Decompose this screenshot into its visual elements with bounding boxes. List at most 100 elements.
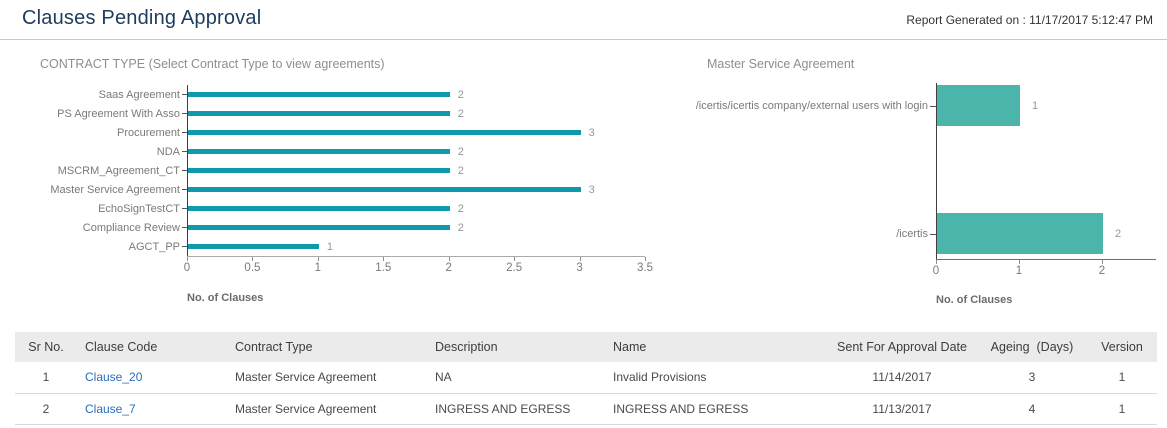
category-label: MSCRM_Agreement_CT <box>57 164 180 177</box>
table-cell: 1 <box>1087 393 1157 425</box>
msa-bar[interactable] <box>937 85 1020 126</box>
contract-type-bar[interactable] <box>188 168 450 173</box>
column-header: Description <box>427 332 605 362</box>
table-cell: Master Service Agreement <box>227 393 427 425</box>
column-header: Sent For Approval Date <box>827 332 977 362</box>
category-label: /icertis <box>896 227 928 240</box>
table-cell: Invalid Provisions <box>605 362 827 394</box>
x-tick-label: 2.5 <box>506 262 523 274</box>
contract-type-bar[interactable] <box>188 92 450 97</box>
column-header: Ageing (Days) <box>977 332 1087 362</box>
table-cell: INGRESS AND EGRESS <box>427 393 605 425</box>
bar-track: 2 <box>187 85 645 104</box>
x-tick-mark <box>317 257 319 261</box>
category-tick-dash <box>930 105 936 107</box>
bar-row: MSCRM_Agreement_CT 2 <box>40 161 665 180</box>
x-tick-label: 0 <box>932 265 940 277</box>
bar-track: 2 <box>187 199 645 218</box>
x-tick-mark <box>936 260 937 264</box>
x-tick-mark <box>1102 260 1103 264</box>
bar-row: Compliance Review 2 <box>40 218 665 237</box>
bar-track: 3 <box>187 123 645 142</box>
bar-value-label: 2 <box>1115 227 1122 240</box>
category-label: Procurement <box>117 126 180 139</box>
category-label: Saas Agreement <box>98 88 180 101</box>
bar-value-label: 2 <box>457 221 464 234</box>
x-tick-mark <box>448 257 450 261</box>
table-cell: 1 <box>1087 362 1157 394</box>
bar-row: EchoSignTestCT 2 <box>40 199 665 218</box>
table-cell: 2 <box>15 393 77 425</box>
x-tick-label: 1 <box>314 262 322 274</box>
bar-row: NDA 2 <box>40 142 665 161</box>
x-tick-label: 2 <box>1098 265 1106 277</box>
bar-track: 3 <box>187 180 645 199</box>
bar-value-label: 2 <box>457 145 464 158</box>
category-label: NDA <box>156 145 180 158</box>
table-header-row: Sr No. Clause Code Contract Type Descriptio… <box>15 332 1157 362</box>
x-tick-label: 1.5 <box>375 262 392 274</box>
contract-type-x-axis: 0 0.5 1 1.5 2 2.5 3 3.5 <box>184 256 653 278</box>
contract-type-bar[interactable] <box>188 130 581 135</box>
category-tick-dash <box>182 227 187 228</box>
category-tick-dash <box>930 233 936 235</box>
msa-category-labels: /icertis/icertis company/external users … <box>696 83 936 259</box>
x-tick-label: 2 <box>445 262 452 274</box>
x-tick-mark <box>579 257 581 261</box>
bar-value-label: 3 <box>588 183 595 196</box>
table-row: 2 Clause_7 Master Service Agreement INGRESS… <box>15 393 1157 425</box>
x-tick-label: 0.5 <box>244 262 261 274</box>
column-header: Name <box>605 332 827 362</box>
column-header: Contract Type <box>227 332 427 362</box>
category-label: Compliance Review <box>82 221 180 234</box>
bar-track: 2 <box>187 218 645 237</box>
msa-chart-title: Master Service Agreement <box>707 57 855 71</box>
bar-track: 2 <box>187 104 645 123</box>
bar-row: Saas Agreement 2 <box>40 85 665 104</box>
table-cell: Clause_20 <box>77 362 227 394</box>
column-header: Clause Code <box>77 332 227 362</box>
bar-value-label: 2 <box>457 164 464 177</box>
contract-type-bar[interactable] <box>188 111 450 116</box>
category-tick-dash <box>182 189 187 190</box>
table-cell: Clause_7 <box>77 393 227 425</box>
table-cell: 1 <box>15 362 77 394</box>
clause-code-link[interactable]: Clause_7 <box>85 401 136 416</box>
table-cell: 11/14/2017 <box>827 362 977 394</box>
page-title: Clauses Pending Approval <box>22 7 262 29</box>
table-row: 1 Clause_20 Master Service Agreement NA Inva… <box>15 362 1157 394</box>
report-header: Clauses Pending Approval Report Generate… <box>0 0 1167 40</box>
msa-chart: Master Service Agreement /icertis/icerti… <box>696 57 1167 306</box>
category-label: EchoSignTestCT <box>98 202 180 215</box>
bar-track: 1 <box>187 237 645 256</box>
contract-type-bar[interactable] <box>188 244 319 249</box>
x-tick-mark <box>383 257 385 261</box>
msa-bar[interactable] <box>937 213 1103 254</box>
category-tick-dash <box>182 170 187 171</box>
table-cell: 4 <box>977 393 1087 425</box>
table-cell: NA <box>427 362 605 394</box>
column-header: Version <box>1087 332 1157 362</box>
category-label: AGCT_PP <box>128 240 180 253</box>
table-cell: 11/13/2017 <box>827 393 977 425</box>
table-cell: 3 <box>977 362 1087 394</box>
bar-value-label: 3 <box>588 126 595 139</box>
contract-type-bar[interactable] <box>188 225 450 230</box>
contract-type-chart-title: CONTRACT TYPE (Select Contract Type to v… <box>40 57 385 71</box>
contract-type-bars: Saas Agreement 2 PS Agreement With Asso 2 Pr… <box>40 85 665 256</box>
x-tick-mark <box>252 257 254 261</box>
contract-type-bar[interactable] <box>188 149 450 154</box>
category-tick-dash <box>182 208 187 209</box>
category-label: PS Agreement With Asso <box>57 107 180 120</box>
bar-track: 2 <box>187 142 645 161</box>
contract-type-bar[interactable] <box>188 206 450 211</box>
contract-type-bar[interactable] <box>188 187 581 192</box>
table-cell: INGRESS AND EGRESS <box>605 393 827 425</box>
bar-row: Master Service Agreement 3 <box>40 180 665 199</box>
charts-section: CONTRACT TYPE (Select Contract Type to v… <box>0 57 1167 306</box>
bar-value-label: 2 <box>457 88 464 101</box>
table-cell: Master Service Agreement <box>227 362 427 394</box>
msa-x-axis: 0 1 2 <box>932 259 1156 281</box>
clause-code-link[interactable]: Clause_20 <box>85 370 143 385</box>
